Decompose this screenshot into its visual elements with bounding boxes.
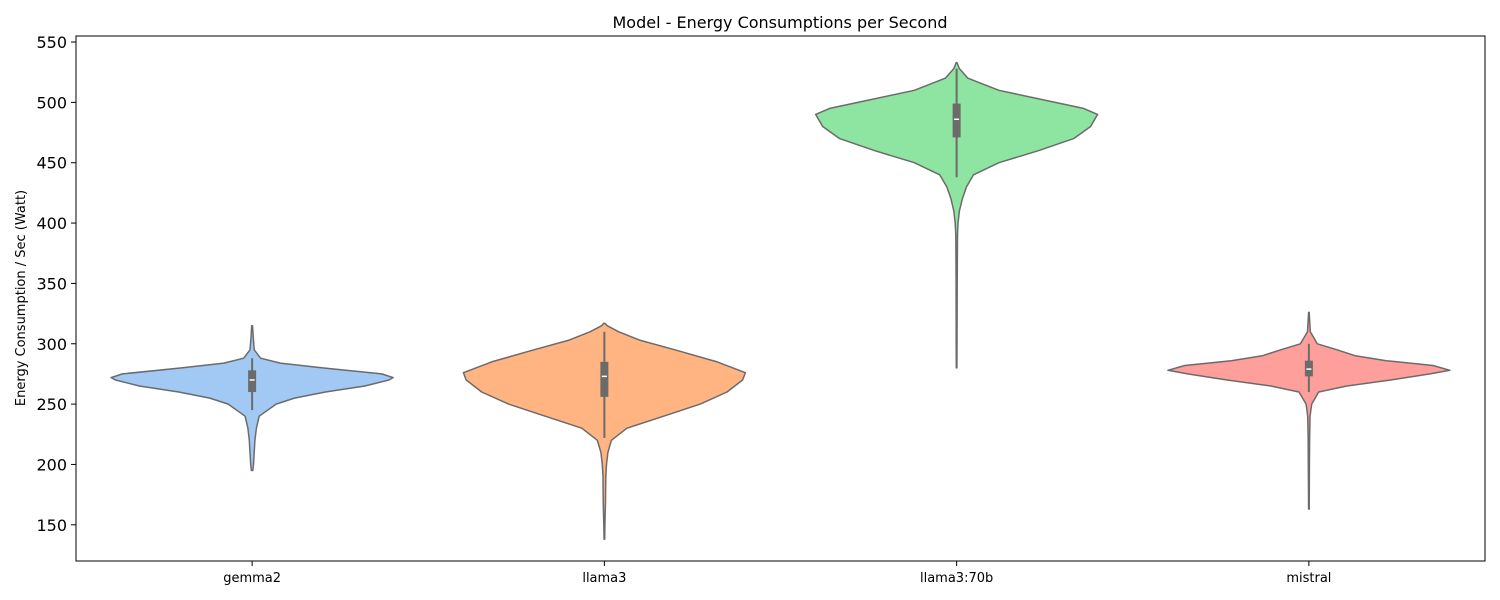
box-layer [248, 68, 1313, 438]
iqr-box [952, 103, 961, 138]
chart-title: Model - Energy Consumptions per Second [612, 13, 947, 32]
violin-mistral [1167, 311, 1451, 510]
y-tick-label: 550 [36, 33, 67, 52]
y-tick-label: 200 [36, 455, 67, 474]
y-tick-label: 450 [36, 154, 67, 173]
y-tick-label: 150 [36, 516, 67, 535]
y-tick-label: 500 [36, 93, 67, 112]
y-ticks: 150 200 250 300 350 400 450 500 550 [36, 33, 76, 535]
x-tick-label: llama3:70b [920, 571, 993, 586]
x-tick-label: mistral [1286, 571, 1331, 586]
y-tick-label: 350 [36, 274, 67, 293]
violin-llama3-70b [814, 61, 1099, 369]
y-tick-label: 300 [36, 335, 67, 354]
plot-frame [75, 35, 1486, 562]
y-axis-label: Energy Consumption / Sec (Watt) [14, 190, 29, 406]
violins-layer [110, 61, 1451, 541]
y-tick-label: 400 [36, 214, 67, 233]
x-ticks: gemma2 llama3 llama3:70b mistral [223, 561, 1331, 586]
x-tick-label: llama3 [582, 571, 626, 586]
iqr-box [248, 370, 257, 393]
y-tick-label: 250 [36, 395, 67, 414]
x-tick-label: gemma2 [223, 571, 281, 586]
iqr-box [600, 361, 609, 397]
